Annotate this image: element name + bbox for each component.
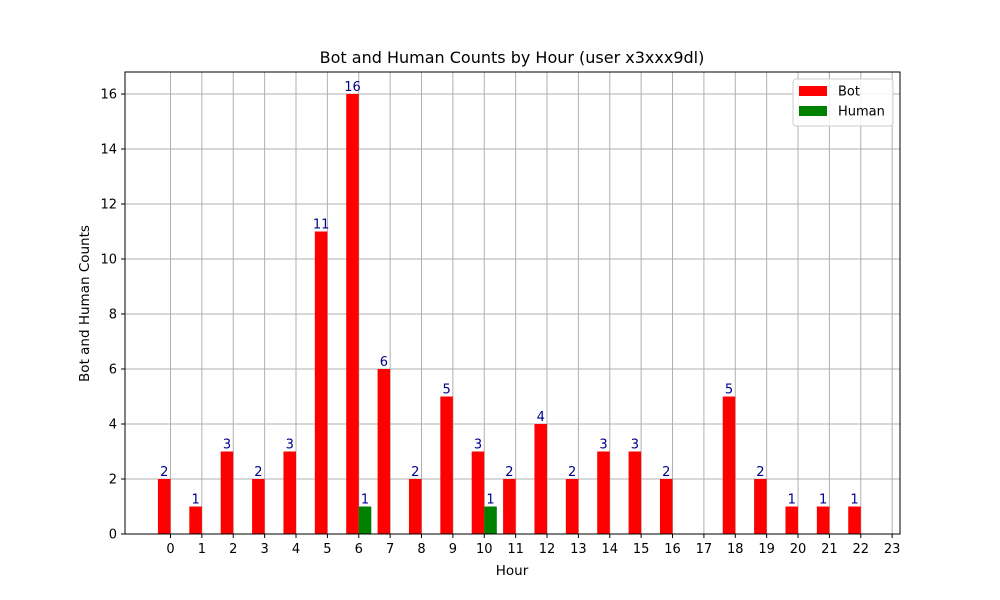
bar-bot <box>314 231 328 534</box>
bar-label-bot: 11 <box>313 218 330 233</box>
bar-label-bot: 2 <box>160 465 168 480</box>
bar-human <box>358 506 372 534</box>
y-tick-label: 10 <box>100 253 117 268</box>
y-ticks: 0 2 4 6 8 10 12 14 16 <box>100 88 125 543</box>
x-tick-label: 15 <box>633 542 650 557</box>
bar-bot <box>346 94 359 534</box>
bar-label-bot: 3 <box>223 438 231 453</box>
x-tick-label: 3 <box>260 542 268 557</box>
y-tick-label: 4 <box>109 418 117 433</box>
bar-label-bot: 3 <box>631 438 639 453</box>
bar-bot <box>189 506 202 534</box>
x-tick-label: 10 <box>476 542 493 557</box>
bar-bot <box>440 396 453 534</box>
x-tick-label: 22 <box>853 542 870 557</box>
x-tick-label: 18 <box>727 542 744 557</box>
x-tick-label: 17 <box>696 542 713 557</box>
y-tick-label: 12 <box>100 198 117 213</box>
y-tick-label: 6 <box>109 363 117 378</box>
bar-label-bot: 1 <box>819 493 827 508</box>
chart-title: Bot and Human Counts by Hour (user x3xxx… <box>320 48 705 67</box>
bar-bot <box>408 479 422 534</box>
bars <box>157 94 861 534</box>
legend-swatch-human <box>799 106 827 116</box>
y-axis-label: Bot and Human Counts <box>77 225 93 382</box>
bar-bot <box>565 479 579 534</box>
x-axis-label: Hour <box>496 563 529 579</box>
x-tick-label: 2 <box>229 542 237 557</box>
x-tick-label: 0 <box>166 542 174 557</box>
x-tick-label: 23 <box>884 542 901 557</box>
y-tick-label: 0 <box>109 528 117 543</box>
x-tick-label: 6 <box>355 542 363 557</box>
bar-label-bot: 2 <box>411 465 419 480</box>
bar-label-bot: 1 <box>191 493 199 508</box>
bar-label-bot: 2 <box>662 465 670 480</box>
bar-label-bot: 1 <box>788 493 796 508</box>
plot-frame <box>124 71 901 535</box>
x-tick-label: 20 <box>790 542 807 557</box>
x-tick-label: 4 <box>292 542 300 557</box>
bar-bot <box>220 451 234 534</box>
legend-label-human: Human <box>838 105 885 120</box>
bar-label-bot: 2 <box>568 465 576 480</box>
x-tick-label: 7 <box>386 542 394 557</box>
bar-label-human: 1 <box>361 493 369 508</box>
bar-bot <box>628 451 642 534</box>
x-tick-label: 12 <box>539 542 556 557</box>
legend-label-bot: Bot <box>838 85 860 100</box>
bar-label-bot: 16 <box>344 80 361 95</box>
x-tick-label: 13 <box>570 542 587 557</box>
bar-label-bot: 4 <box>537 410 545 425</box>
bar-bot <box>377 369 391 534</box>
bar-bot <box>754 479 767 534</box>
x-tick-label: 9 <box>449 542 457 557</box>
bar-bot <box>252 479 265 534</box>
bar-human <box>484 506 497 534</box>
bar-label-bot: 3 <box>286 438 294 453</box>
bar-bot <box>597 451 610 534</box>
bar-bot <box>283 451 297 534</box>
bar-bot <box>157 479 171 534</box>
bar-label-bot: 2 <box>505 465 513 480</box>
x-tick-label: 5 <box>323 542 331 557</box>
y-tick-label: 2 <box>109 473 117 488</box>
y-tick-label: 8 <box>109 308 117 323</box>
x-tick-label: 1 <box>198 542 206 557</box>
x-ticks: 0 1 2 3 4 5 6 7 8 9 10 11 12 13 14 15 16 17 18 19 20 21 22 23 <box>166 534 900 557</box>
bar-bot <box>534 424 548 534</box>
bar-label-bot: 5 <box>725 383 733 398</box>
x-tick-label: 14 <box>601 542 618 557</box>
bar-bot <box>659 479 673 534</box>
bar-label-bot: 2 <box>254 465 262 480</box>
bar-bot <box>722 396 736 534</box>
y-tick-label: 14 <box>100 143 117 158</box>
bar-bot <box>785 506 799 534</box>
x-tick-label: 16 <box>664 542 681 557</box>
bar-bot <box>816 506 830 534</box>
bar-bot <box>848 506 861 534</box>
x-tick-label: 21 <box>821 542 838 557</box>
bar-bot <box>471 451 485 534</box>
bar-label-bot: 2 <box>756 465 764 480</box>
bar-bot <box>503 479 516 534</box>
legend: Bot Human <box>792 78 894 127</box>
bar-label-bot: 3 <box>599 438 607 453</box>
x-tick-label: 11 <box>507 542 524 557</box>
bar-label-bot: 1 <box>850 493 858 508</box>
y-tick-label: 16 <box>100 88 117 103</box>
bar-label-bot: 3 <box>474 438 482 453</box>
legend-swatch-bot <box>799 86 827 96</box>
x-tick-label: 19 <box>758 542 775 557</box>
bar-label-human: 1 <box>486 493 494 508</box>
bar-label-bot: 5 <box>442 383 450 398</box>
x-tick-label: 8 <box>417 542 425 557</box>
bar-label-bot: 6 <box>380 355 388 370</box>
